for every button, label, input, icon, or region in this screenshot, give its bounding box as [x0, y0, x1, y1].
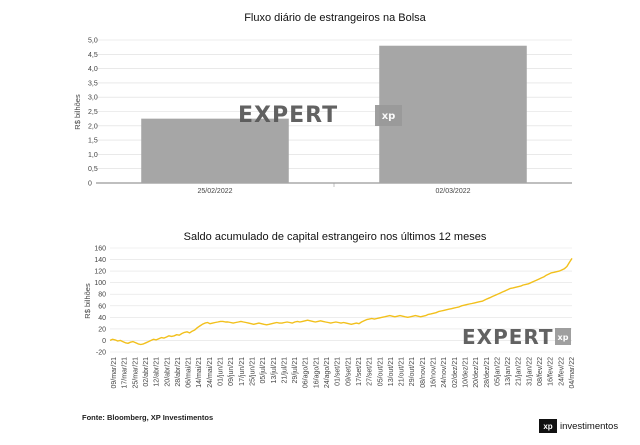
chart2-x-tick-label: 28/abr/21	[175, 357, 182, 387]
chart2-x-tick-label: 06/mai/21	[186, 357, 193, 388]
chart2-x-tick-label: 05/jan/22	[494, 357, 501, 386]
chart2-title: Saldo acumulado de capital estrangeiro n…	[184, 231, 487, 243]
chart2-x-tick-label: 01/jun/21	[218, 357, 225, 386]
cumulative-balance-line-chart: Saldo acumulado de capital estrangeiro n…	[83, 231, 576, 389]
chart1-y-tick-label: 4,5	[88, 52, 98, 59]
chart2-x-tick-label: 31/jan/22	[526, 357, 533, 386]
chart2-x-tick-label: 09/jun/21	[228, 357, 235, 386]
chart2-x-tick-label: 10/dez/21	[463, 357, 470, 388]
chart2-x-tick-label: 24/fev/22	[558, 357, 565, 386]
chart2-x-tick-label: 14/mai/21	[196, 357, 203, 388]
chart1-y-tick-label: 2,5	[88, 109, 98, 116]
chart1-bar	[141, 118, 289, 183]
chart2-x-tick-label: 06/ago/21	[303, 357, 310, 388]
chart2-x-tick-label: 21/jul/21	[281, 357, 288, 384]
chart1-x-tick-label: 02/03/2022	[435, 188, 470, 195]
chart1-y-tick-label: 4,0	[88, 66, 98, 73]
chart2-x-tick-label: 04/mar/22	[569, 357, 576, 389]
chart1-bar	[379, 45, 527, 183]
daily-flow-bar-chart: Fluxo diário de estrangeiros na Bolsa 00…	[73, 12, 572, 195]
chart2-y-tick-label: 0	[102, 338, 106, 345]
chart1-title: Fluxo diário de estrangeiros na Bolsa	[244, 12, 426, 24]
chart2-y-tick-label: 60	[98, 303, 106, 310]
chart2-x-tick-label: 13/out/21	[388, 357, 395, 386]
chart2-watermark: EXPERT xp	[462, 325, 571, 349]
chart1-x-tick-label: 25/02/2022	[197, 188, 232, 195]
chart2-x-ticks: 09/mar/21 17/mar/21 25/mar/21 02/abr/21 12/a…	[111, 357, 576, 389]
chart1-y-tick-label: 2,0	[88, 123, 98, 130]
chart2-x-tick-label: 01/set/21	[335, 357, 342, 386]
chart2-x-tick-label: 05/out/21	[377, 357, 384, 386]
watermark2-expert-text: EXPERT	[462, 325, 554, 349]
watermark2-xp-box	[555, 328, 571, 345]
source-note: Fonte: Bloomberg, XP Investimentos	[82, 413, 214, 422]
chart2-x-tick-label: 16/ago/21	[313, 357, 320, 388]
chart2-x-tick-label: 13/jul/21	[271, 357, 278, 384]
chart2-x-tick-label: 20/dez/21	[473, 357, 480, 388]
chart2-x-tick-label: 28/dez/21	[484, 357, 491, 388]
chart1-y-tick-label: 3,5	[88, 80, 98, 87]
chart2-x-tick-label: 13/jan/22	[505, 357, 512, 386]
chart2-x-tick-label: 17/mar/21	[122, 357, 129, 389]
chart2-x-tick-label: 25/mar/21	[132, 357, 139, 389]
chart1-y-tick-label: 0	[88, 181, 92, 188]
chart2-y-ticks: -20 0 20 40 60 80 100 120 140 160	[94, 246, 106, 357]
chart2-y-tick-label: -20	[96, 350, 106, 357]
chart1-watermark: EXPERT xp	[238, 103, 402, 128]
chart2-x-tick-label: 21/jan/22	[516, 357, 523, 386]
xp-investimentos-logo: xp investimentos	[539, 419, 618, 433]
chart1-x-ticks: 25/02/2022 02/03/2022	[197, 183, 471, 195]
chart1-y-tick-label: 5,0	[88, 38, 98, 45]
chart1-y-tick-label: 0,5	[88, 166, 98, 173]
chart1-y-axis-label: R$ bilhões	[73, 94, 82, 130]
xp-logo-text: investimentos	[560, 420, 619, 432]
chart2-y-tick-label: 120	[94, 269, 106, 276]
chart2-x-tick-label: 29/out/21	[409, 357, 416, 386]
chart1-y-tick-label: 3,0	[88, 95, 98, 102]
chart2-y-tick-label: 80	[98, 292, 106, 299]
chart2-x-tick-label: 05/jul/21	[260, 357, 267, 384]
chart2-x-tick-label: 12/abr/21	[154, 357, 161, 387]
watermark-expert-text: EXPERT	[238, 103, 338, 128]
chart1-y-tick-label: 1,0	[88, 152, 98, 159]
chart1-y-tick-label: 1,5	[88, 138, 98, 145]
chart2-x-tick-label: 09/mar/21	[111, 357, 118, 389]
chart1-y-ticks: 0 0,5 1,0 1,5 2,0 2,5 3,0 3,5 4,0 4,5 5,0	[88, 38, 98, 188]
chart2-y-tick-label: 20	[98, 326, 106, 333]
watermark-xp-text: xp	[382, 111, 396, 122]
watermark-xp-box	[375, 105, 402, 126]
chart2-x-tick-label: 24/ago/21	[324, 357, 331, 388]
chart2-y-tick-label: 160	[94, 246, 106, 253]
chart2-x-tick-label: 25/jun/21	[250, 357, 257, 386]
chart2-x-tick-label: 09/set/21	[345, 357, 352, 386]
chart2-x-tick-label: 21/out/21	[399, 357, 406, 386]
chart2-x-tick-label: 27/set/21	[367, 357, 374, 386]
chart2-x-tick-label: 02/abr/21	[143, 357, 150, 387]
chart2-x-tick-label: 08/nov/21	[420, 357, 427, 388]
chart2-x-tick-label: 16/fev/22	[548, 357, 555, 386]
chart1-bars	[141, 45, 527, 183]
chart2-y-tick-label: 140	[94, 257, 106, 264]
chart2-x-tick-label: 17/set/21	[356, 357, 363, 386]
watermark2-xp-text: xp	[558, 333, 569, 342]
chart2-x-tick-label: 29/jul/21	[292, 357, 299, 384]
chart2-x-tick-label: 17/jun/21	[239, 357, 246, 386]
chart2-x-tick-label: 08/fev/22	[537, 357, 544, 386]
chart2-y-tick-label: 100	[94, 280, 106, 287]
chart2-y-axis-label: R$ bilhões	[83, 283, 92, 319]
chart2-x-tick-label: 02/dez/21	[452, 357, 459, 388]
chart2-gridlines	[110, 247, 572, 353]
chart2-series-line	[109, 258, 573, 346]
chart2-x-tick-label: 16/nov/21	[431, 357, 438, 388]
chart2-y-tick-label: 40	[98, 315, 106, 322]
xp-logo-mark: xp	[539, 419, 557, 433]
chart2-x-tick-label: 20/abr/21	[164, 357, 171, 387]
chart2-x-tick-label: 24/mai/21	[207, 357, 214, 388]
chart2-x-tick-label: 24/nov/21	[441, 357, 448, 388]
